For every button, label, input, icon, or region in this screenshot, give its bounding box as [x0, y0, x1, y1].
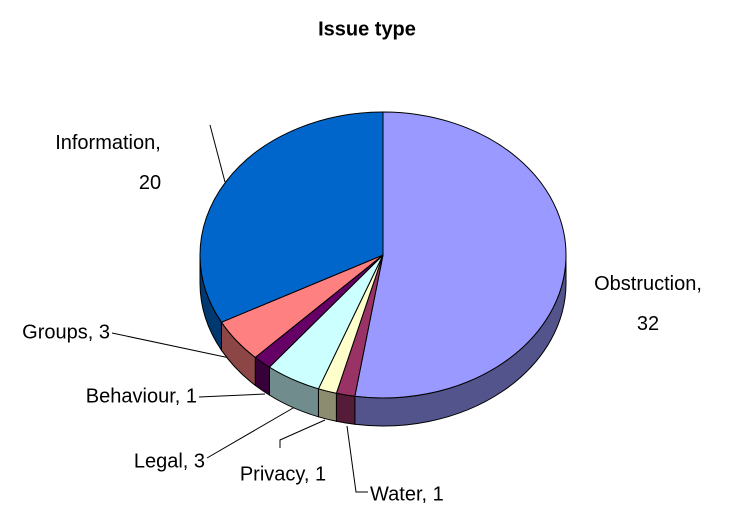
pie-side: [335, 392, 356, 425]
pie-sides: [199, 254, 567, 427]
leader-line: [279, 419, 326, 448]
data-label: Information, 20: [55, 132, 161, 194]
leader-line: [346, 425, 368, 493]
leader-line: [198, 393, 266, 398]
pie-top: [199, 111, 567, 399]
pie-slice: [354, 111, 567, 399]
data-label: Obstruction, 32: [594, 273, 702, 335]
data-label: Groups, 3: [22, 321, 110, 343]
leader-line: [206, 403, 301, 459]
data-label: Privacy, 1: [240, 463, 326, 485]
data-label: Behaviour, 1: [86, 385, 197, 407]
chart-title: Issue type: [318, 18, 416, 40]
data-label: Water, 1: [370, 483, 444, 505]
data-label: Legal, 3: [134, 450, 205, 472]
pie-slice: [199, 111, 384, 323]
pie-side: [317, 388, 337, 422]
leader-line: [209, 124, 226, 183]
